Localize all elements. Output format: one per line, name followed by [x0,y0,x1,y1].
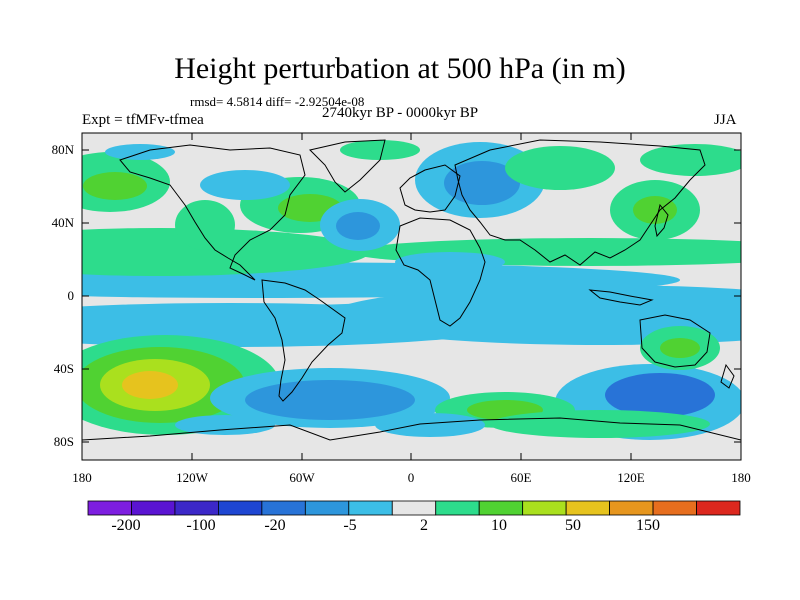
period-label: 2740kyr BP - 0000kyr BP [322,105,479,121]
colorbar-swatch [696,500,741,516]
anomaly-region [395,252,505,272]
anomaly-region [444,161,520,205]
anomaly-region [175,415,275,435]
anomaly-region [660,338,700,358]
colorbar-label: -5 [343,517,357,534]
colorbar-label: 150 [636,517,660,534]
coastlines [82,139,741,441]
axis-ticks [81,133,742,460]
anomaly-region [200,170,290,200]
anomaly-contour-fill [82,140,741,440]
colorbar-label: 10 [491,517,507,534]
lon-tick-180w: 180 [72,470,92,485]
colorbar-swatch [174,500,219,516]
lat-tick-80n: 80N [51,142,74,157]
colorbar-swatch [217,500,263,516]
colorbar-swatch [609,500,654,516]
colorbar-swatch [652,500,697,516]
lon-tick-180e: 180 [731,470,751,485]
colorbar-swatch [391,500,437,516]
lon-tick-0: 0 [407,470,415,485]
lat-tick-0: 0 [67,288,75,303]
lat-tick-40n: 40N [51,215,74,230]
colorbar-swatch [87,500,132,516]
anomaly-region [375,413,485,437]
colorbar-label: 2 [420,517,428,534]
lon-tick-120e: 120E [617,470,645,485]
anomaly-region [83,172,147,200]
colorbar-swatch [131,500,176,516]
lon-tick-60w: 60W [289,470,315,485]
colorbar-swatch [304,500,350,516]
anomaly-region [122,371,178,399]
colorbar-swatch [565,500,611,516]
colorbar-swatch [522,500,567,516]
lat-tick-80s: 80S [53,434,74,449]
anomaly-region [505,146,615,190]
anomaly-region [633,196,677,224]
anomaly-region [490,410,710,438]
map-title: Height perturbation at 500 hPa (in m) [174,52,626,85]
anomaly-region [330,285,741,345]
stats-label: rmsd= 4.5814 diff= -2.92504e-08 [190,94,365,109]
colorbar-swatch [435,500,480,516]
lat-tick-40s: 40S [53,361,74,376]
anomaly-region [336,212,380,240]
anomaly-region [640,144,741,176]
anomaly-region [82,228,370,276]
anomaly-region [105,144,175,160]
colorbar-swatch [261,500,306,516]
map-plot-area [82,133,741,460]
colorbar-label: -20 [264,517,286,534]
anomaly-region [605,373,715,417]
anomaly-region [175,200,235,250]
colorbar-swatch [348,500,393,516]
colorbar-swatch [478,500,524,516]
lon-tick-60e: 60E [510,470,532,485]
experiment-label: Expt = tfMFv-tfmea [82,112,204,128]
anomaly-region [340,140,420,160]
colorbar [87,500,741,516]
colorbar-label: -200 [111,517,141,534]
lon-tick-120w: 120W [176,470,208,485]
anomaly-region [245,380,415,420]
colorbar-label: 50 [565,517,581,534]
colorbar-label: -100 [186,517,216,534]
season-label: JJA [714,112,737,128]
